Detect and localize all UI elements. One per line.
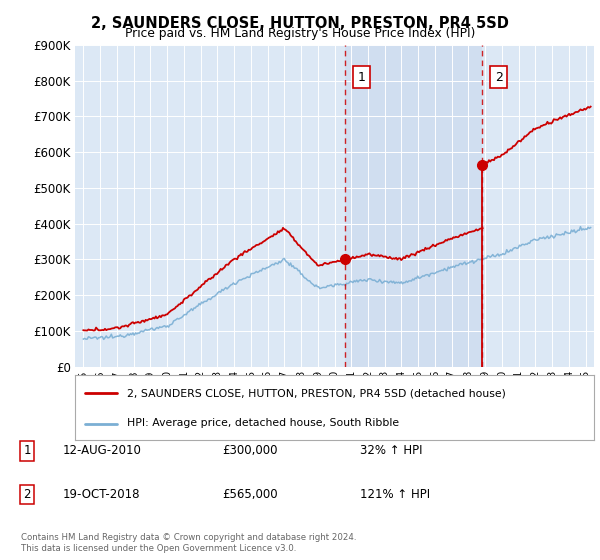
Text: £565,000: £565,000 [222, 488, 278, 501]
Text: 12-AUG-2010: 12-AUG-2010 [63, 444, 142, 458]
Text: 32% ↑ HPI: 32% ↑ HPI [360, 444, 422, 458]
Text: 2: 2 [494, 71, 503, 83]
Text: 1: 1 [358, 71, 365, 83]
Text: 1: 1 [23, 444, 31, 458]
Text: 2, SAUNDERS CLOSE, HUTTON, PRESTON, PR4 5SD (detached house): 2, SAUNDERS CLOSE, HUTTON, PRESTON, PR4 … [127, 388, 506, 398]
Text: 19-OCT-2018: 19-OCT-2018 [63, 488, 140, 501]
Bar [345, 45, 482, 367]
Text: 121% ↑ HPI: 121% ↑ HPI [360, 488, 430, 501]
Text: 2: 2 [23, 488, 31, 501]
Text: 2, SAUNDERS CLOSE, HUTTON, PRESTON, PR4 5SD: 2, SAUNDERS CLOSE, HUTTON, PRESTON, PR4 … [91, 16, 509, 31]
Text: Price paid vs. HM Land Registry's House Price Index (HPI): Price paid vs. HM Land Registry's House … [125, 27, 475, 40]
Text: Contains HM Land Registry data © Crown copyright and database right 2024.
This d: Contains HM Land Registry data © Crown c… [21, 533, 356, 553]
Text: £300,000: £300,000 [222, 444, 277, 458]
Text: HPI: Average price, detached house, South Ribble: HPI: Average price, detached house, Sout… [127, 418, 399, 428]
